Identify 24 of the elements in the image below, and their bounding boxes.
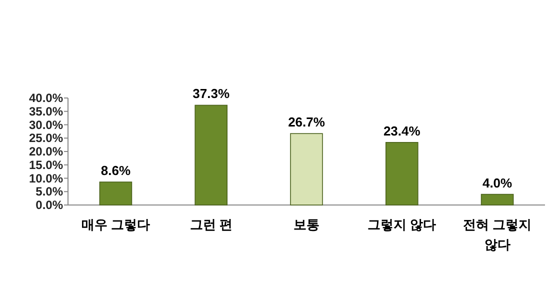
x-tick-label: 그렇지 않다 xyxy=(368,217,436,232)
data-label: 37.3% xyxy=(192,86,230,102)
data-label: 4.0% xyxy=(482,175,513,190)
data-label: 26.7% xyxy=(288,114,326,130)
y-tick-label: 15.0% xyxy=(28,158,64,172)
y-tick-label: 0.0% xyxy=(36,198,64,212)
y-tick-label: 40.0% xyxy=(28,91,64,105)
bar xyxy=(194,104,228,206)
bar xyxy=(386,142,418,206)
y-tick-label: 20.0% xyxy=(28,144,64,158)
bar xyxy=(290,133,323,206)
data-label: 23.4% xyxy=(383,123,421,138)
x-tick-label: 그런 편 xyxy=(190,217,232,232)
y-tick-label: 5.0% xyxy=(36,184,64,199)
bar xyxy=(480,194,514,206)
bar xyxy=(99,182,132,206)
y-tick-label: 10.0% xyxy=(28,171,64,186)
x-tick-label: 매우 그렇다 xyxy=(81,217,150,232)
y-tick-label: 30.0% xyxy=(28,118,64,132)
y-tick-label: 25.0% xyxy=(28,131,64,146)
y-tick-label: 35.0% xyxy=(28,104,64,118)
x-tick-label: 전혀 그렇지 않다 xyxy=(462,217,532,252)
data-label: 8.6% xyxy=(100,162,131,178)
x-tick-label: 보통 xyxy=(294,217,320,232)
